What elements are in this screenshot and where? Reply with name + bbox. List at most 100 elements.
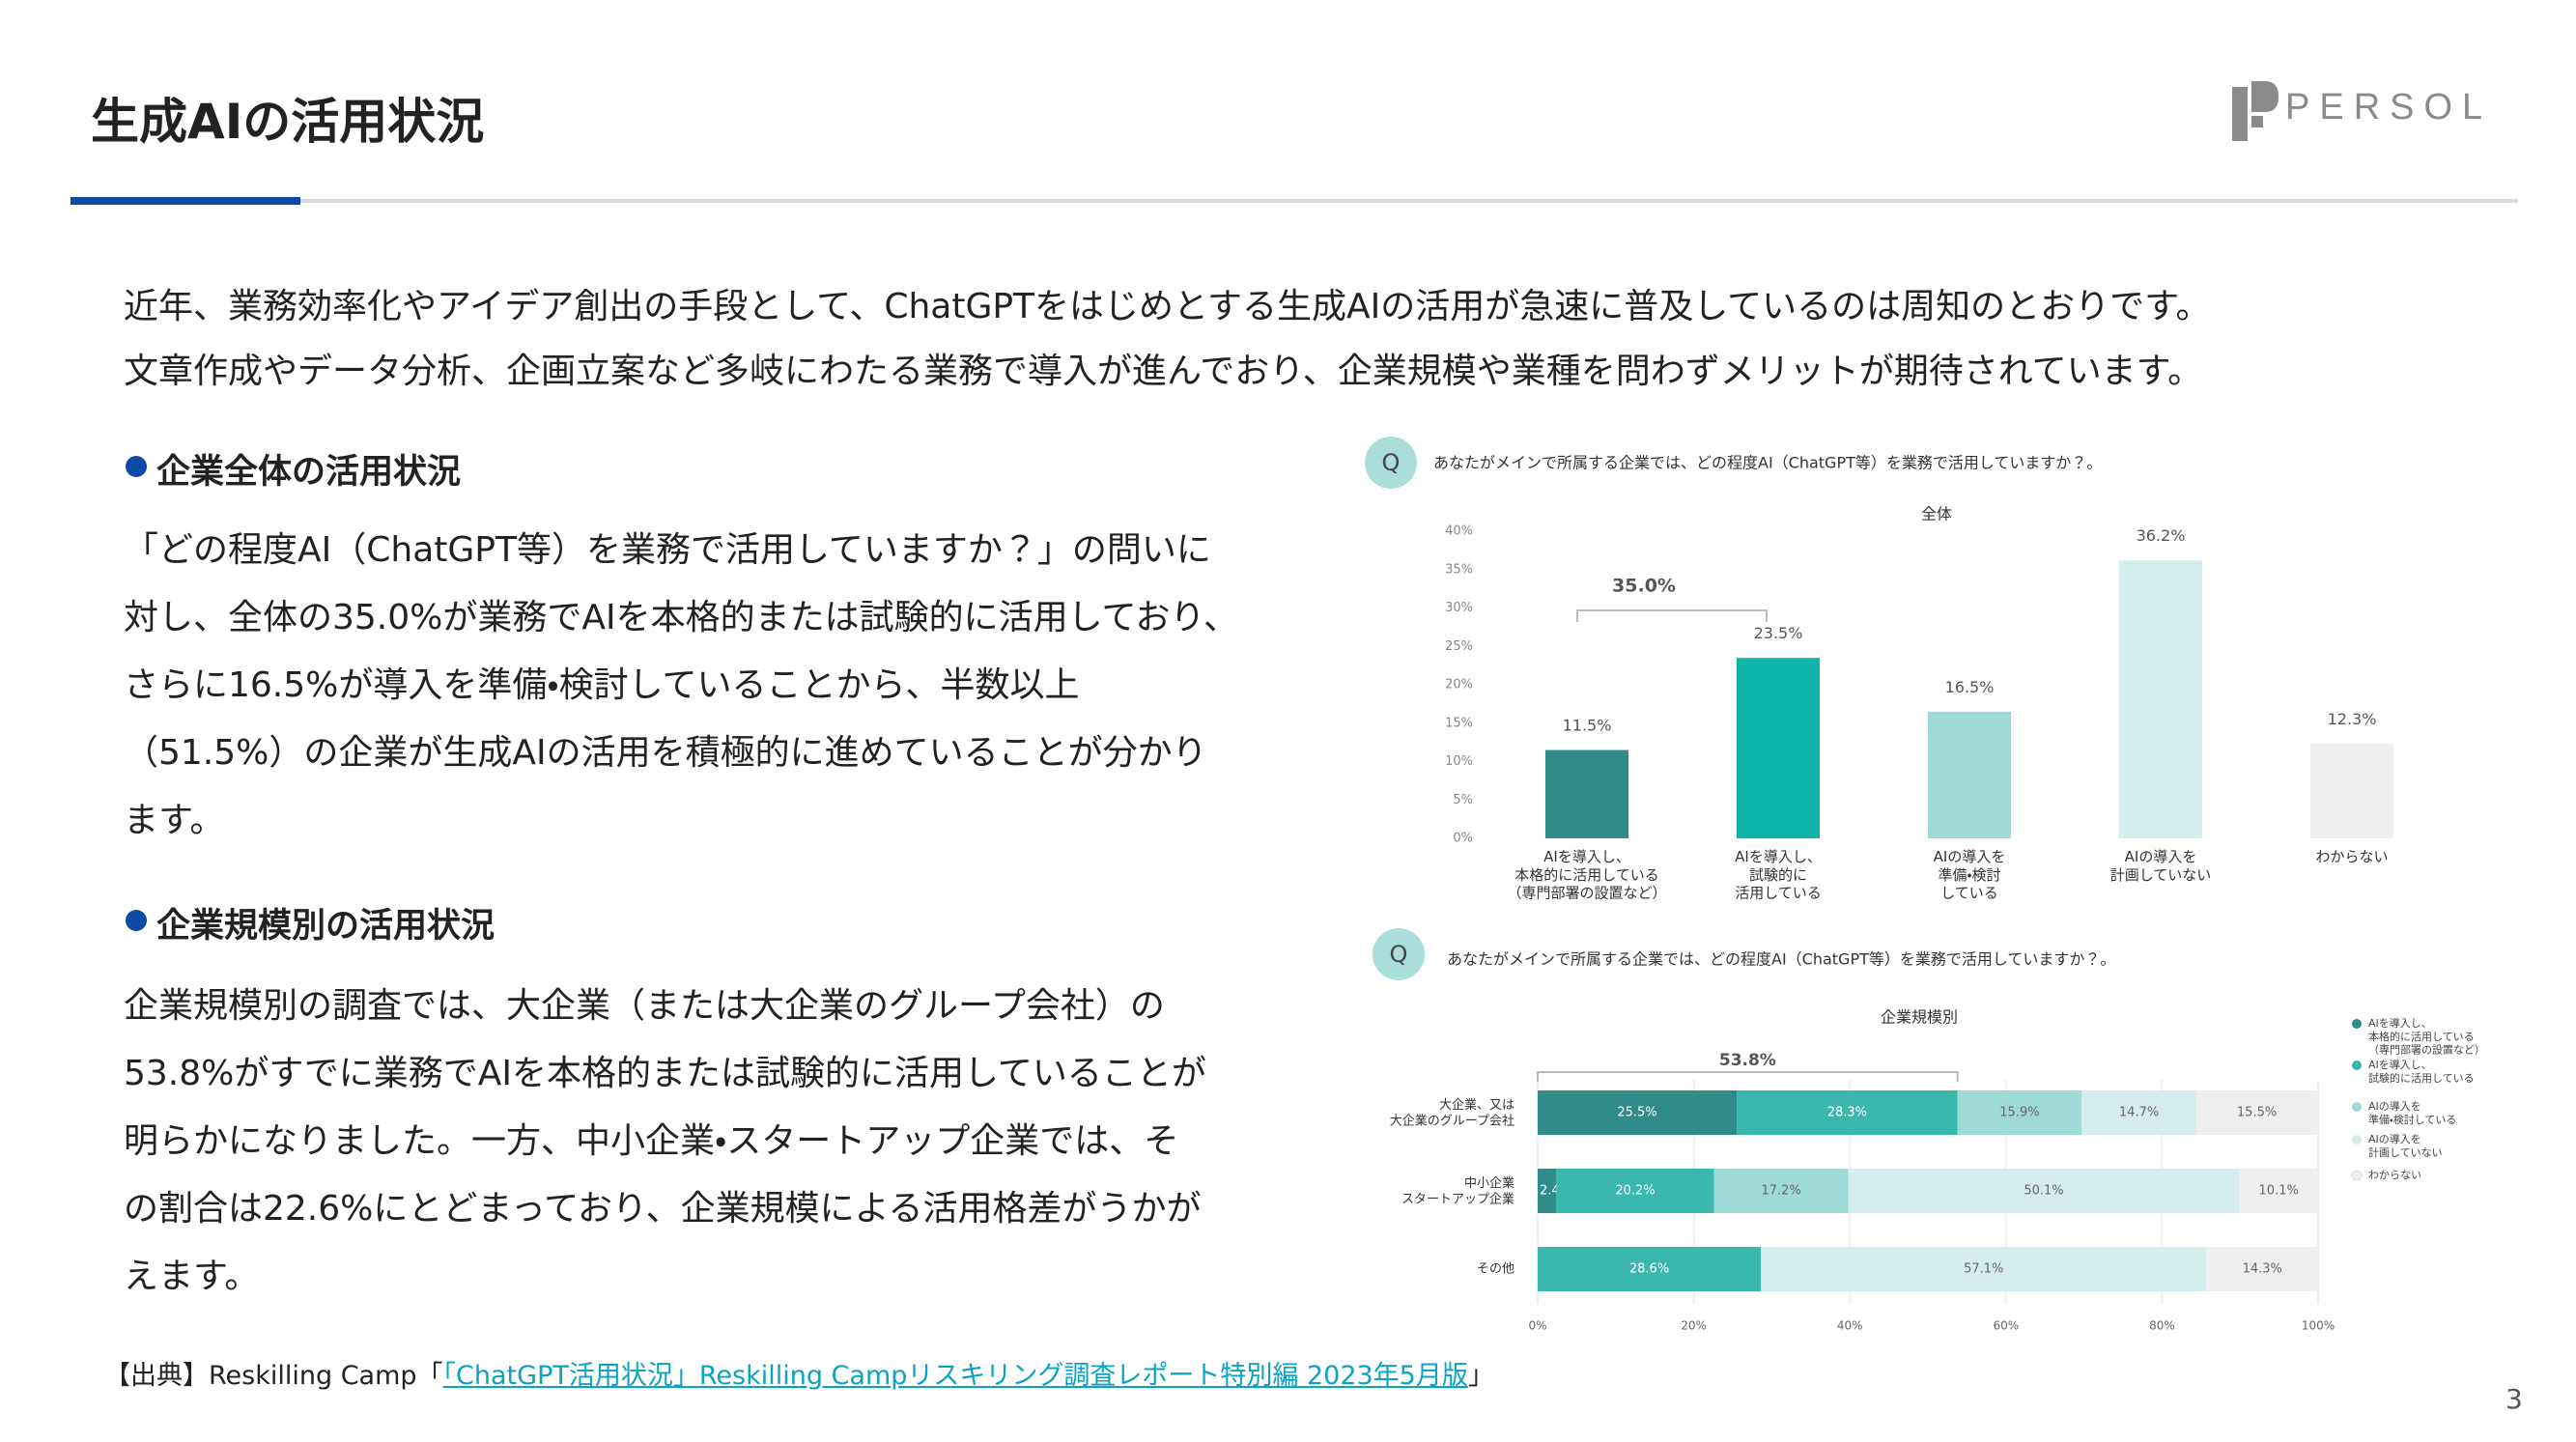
paragraph-line: 対し、全体の35.0%が業務でAIを本格的または試験的に活用しており、 xyxy=(124,598,1239,637)
bar-segment xyxy=(1713,1169,1849,1213)
intro-line: 近年、業務効率化やアイデア創出の手段として、ChatGPTをはじめとする生成AI… xyxy=(124,287,2211,326)
paragraph-line: （51.5%）の企業が生成AIの活用を積極的に進めていることが分かり xyxy=(124,733,1207,773)
intro-line: 文章作成やデータ分析、企画立案など多岐にわたる業務で導入が進んでおり、企業規模や… xyxy=(124,352,2203,391)
value-label: 20.2% xyxy=(1615,1184,1655,1199)
y-tick-label: 25% xyxy=(1445,639,1473,654)
x-tick-label: AIの導入を準備・検討している xyxy=(1934,848,2006,902)
bar xyxy=(1545,749,1628,838)
x-tick-label: 100% xyxy=(2302,1319,2335,1333)
value-label: 50.1% xyxy=(2024,1184,2063,1199)
legend-swatch xyxy=(2352,1060,2362,1070)
bar-segment xyxy=(1538,1169,1557,1213)
page-number: 3 xyxy=(2505,1383,2523,1415)
bar-segment xyxy=(2195,1090,2318,1135)
y-tick-label: 40% xyxy=(1445,524,1473,539)
legend-label: AIの導入を計画していない xyxy=(2368,1132,2443,1159)
q-label: Q xyxy=(1390,941,1408,968)
q-label: Q xyxy=(1382,449,1401,476)
bullet xyxy=(126,910,147,931)
value-label: 25.5% xyxy=(1617,1106,1656,1120)
value-label: 12.3% xyxy=(2328,710,2377,728)
source-link[interactable]: 「ChatGPT活用状況」Reskilling Campリスキリング調査レポート… xyxy=(442,1361,1468,1391)
bar-segment xyxy=(2081,1090,2196,1135)
bar-segment xyxy=(1737,1090,1958,1135)
chart-question: あなたがメインで所属する企業では、どの程度AI（ChatGPT等）を業務で活用し… xyxy=(1433,454,2102,472)
section-heading: 企業全体の活用状況 xyxy=(156,453,462,492)
value-label: 17.2% xyxy=(1761,1184,1800,1199)
bar-segment xyxy=(2206,1247,2318,1291)
bar xyxy=(1928,711,2011,838)
bar xyxy=(1737,658,1820,838)
value-label: 14.7% xyxy=(2119,1106,2159,1120)
logo: PERSOL xyxy=(2285,87,2493,127)
value-label: 15.9% xyxy=(1999,1106,2039,1120)
paragraph-line: の割合は22.6%にとどまっており、企業規模による活用格差がうかが xyxy=(124,1189,1202,1229)
value-label: 10.1% xyxy=(2259,1184,2299,1199)
y-tick-label: 30% xyxy=(1445,601,1473,615)
y-tick-label: 35% xyxy=(1445,562,1473,577)
legend-label: AIの導入を準備・検討している xyxy=(2368,1099,2456,1126)
value-label: 16.5% xyxy=(1945,678,1995,696)
bar-segment xyxy=(1848,1169,2240,1213)
value-label: 23.5% xyxy=(1754,624,1803,642)
paragraph-line: 53.8%がすでに業務でAIを本格的または試験的に活用していることが xyxy=(124,1054,1206,1093)
y-tick-label: 20% xyxy=(1445,678,1473,693)
legend-swatch xyxy=(2352,1019,2362,1029)
bar xyxy=(2119,560,2202,838)
paragraph-line: 「どの程度AI（ChatGPT等）を業務で活用していますか？」の問いに xyxy=(124,530,1211,570)
bar-segment xyxy=(2239,1169,2318,1213)
section-heading: 企業規模別の活用状況 xyxy=(156,907,495,946)
value-label: 14.3% xyxy=(2243,1262,2282,1277)
legend-label: AIを導入し、本格的に活用している（専門部署の設置など） xyxy=(2368,1016,2485,1057)
legend-label: わからない xyxy=(2368,1169,2421,1181)
legend-swatch xyxy=(2352,1102,2362,1112)
q-badge xyxy=(1373,928,1425,980)
value-label: 11.5% xyxy=(1563,717,1612,735)
x-tick-label: わからない xyxy=(2315,848,2388,865)
y-tick-label: 中小企業スタートアップ企業 xyxy=(1401,1175,1514,1206)
value-label: 36.2% xyxy=(2137,526,2186,545)
chart-question: あなたがメインで所属する企業では、どの程度AI（ChatGPT等）を業務で活用し… xyxy=(1447,950,2115,969)
x-tick-label: 20% xyxy=(1681,1319,1707,1333)
value-label: 28.3% xyxy=(1827,1106,1867,1120)
y-tick-label: その他 xyxy=(1477,1262,1514,1277)
legend-swatch xyxy=(2351,1170,2363,1181)
source-suffix: 」 xyxy=(1467,1361,1494,1391)
legend-label: AIを導入し、試験的に活用している xyxy=(2368,1058,2475,1085)
source-prefix: 【出典】Reskilling Camp「 xyxy=(104,1361,443,1391)
y-tick-label: 15% xyxy=(1445,716,1473,730)
annotation: 35.0% xyxy=(1612,576,1676,597)
header-rule xyxy=(300,199,2518,203)
q-badge xyxy=(1365,437,1417,489)
bar-segment xyxy=(1538,1090,1738,1135)
bullet xyxy=(126,456,147,477)
annotation: 53.8% xyxy=(1719,1051,1776,1070)
x-tick-label: 40% xyxy=(1837,1319,1863,1333)
bar-segment xyxy=(1556,1169,1714,1213)
bar-segment xyxy=(1957,1090,2082,1135)
y-tick-label: 10% xyxy=(1445,754,1473,769)
x-tick-label: AIの導入を計画していない xyxy=(2110,848,2212,884)
paragraph-line: さらに16.5%が導入を準備・検討していることから、半数以上 xyxy=(124,665,1080,705)
value-label: 15.5% xyxy=(2237,1106,2277,1120)
x-tick-label: AIを導入し、本格的に活用している（専門部署の設置など） xyxy=(1507,848,1666,902)
paragraph-line: 企業規模別の調査では、大企業（または大企業のグループ会社）の xyxy=(124,986,1165,1026)
annotation-bracket xyxy=(1576,609,1768,622)
y-tick-label: 大企業、又は大企業のグループ会社 xyxy=(1390,1097,1514,1128)
header-accent xyxy=(71,197,300,205)
legend-swatch xyxy=(2352,1135,2362,1145)
value-label: 28.6% xyxy=(1629,1262,1669,1277)
bar-segment xyxy=(1538,1247,1762,1291)
bar-segment xyxy=(1761,1247,2207,1291)
source-note: 【出典】Reskilling Camp「「ChatGPT活用状況」Reskill… xyxy=(104,1354,1494,1392)
paragraph-line: えます。 xyxy=(124,1257,260,1296)
y-tick-label: 5% xyxy=(1453,793,1473,807)
value-label: 57.1% xyxy=(1964,1262,2003,1277)
paragraph-line: ます。 xyxy=(124,801,225,840)
x-tick-label: 80% xyxy=(2149,1319,2175,1333)
x-tick-label: 0% xyxy=(1528,1319,1546,1333)
chart-title: 企業規模別 xyxy=(1881,1008,1958,1027)
y-tick-label: 0% xyxy=(1453,832,1473,846)
